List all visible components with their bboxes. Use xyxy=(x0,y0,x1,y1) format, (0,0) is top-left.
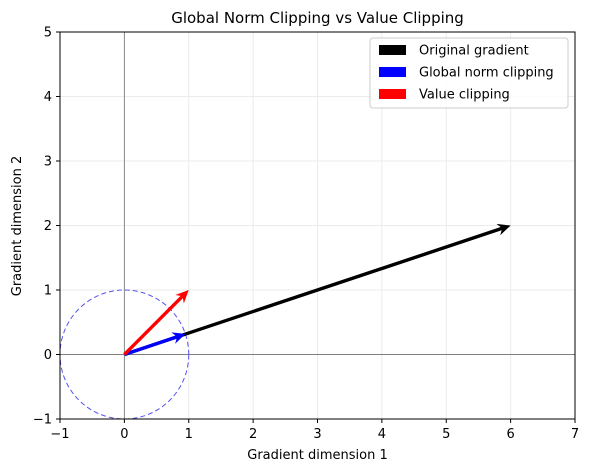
y-tick-label: 0 xyxy=(44,348,52,363)
gradient-arrows xyxy=(123,223,511,357)
y-tick-label: 1 xyxy=(44,284,52,299)
y-tick-label: 3 xyxy=(44,155,52,170)
axis-ticks: −1 0 1 2 3 4 5 6 7 −1 0 1 2 3 4 5 xyxy=(33,26,579,443)
original-gradient-legend-swatch xyxy=(379,45,406,55)
x-tick-label: 5 xyxy=(442,427,450,442)
x-tick-label: 1 xyxy=(185,427,193,442)
x-tick-label: 0 xyxy=(120,427,128,442)
value-clipping-legend-label: Value clipping xyxy=(419,88,510,103)
y-tick-label: −1 xyxy=(33,413,52,428)
y-tick-label: 5 xyxy=(44,26,52,41)
x-tick-label: 7 xyxy=(571,427,579,442)
x-tick-label: 2 xyxy=(249,427,257,442)
y-tick-label: 4 xyxy=(44,90,52,105)
x-axis-label: Gradient dimension 1 xyxy=(247,448,387,463)
original-gradient-legend-label: Original gradient xyxy=(419,44,529,59)
y-tick-label: 2 xyxy=(44,219,52,234)
y-axis-label: Gradient dimension 2 xyxy=(10,156,25,296)
x-tick-label: −1 xyxy=(50,427,69,442)
x-tick-label: 4 xyxy=(378,427,386,442)
global-norm-clipping-arrow xyxy=(123,332,186,357)
legend-box xyxy=(369,37,569,109)
original-gradient-arrow xyxy=(123,223,511,357)
value-clipping-arrow xyxy=(123,290,189,356)
global-norm-clipping-legend-swatch xyxy=(379,67,406,77)
x-tick-label: 6 xyxy=(506,427,514,442)
legend: Original gradient Global norm clipping Val… xyxy=(369,37,569,109)
global-norm-clipping-legend-label: Global norm clipping xyxy=(419,66,554,81)
chart-title: Global Norm Clipping vs Value Clipping xyxy=(171,9,464,27)
x-tick-label: 3 xyxy=(313,427,321,442)
value-clipping-legend-swatch xyxy=(379,89,406,99)
